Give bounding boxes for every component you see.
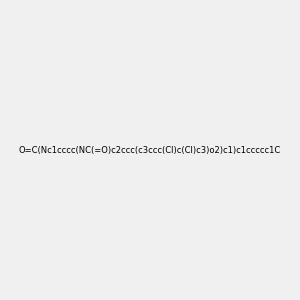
Text: O=C(Nc1cccc(NC(=O)c2ccc(c3ccc(Cl)c(Cl)c3)o2)c1)c1ccccc1C: O=C(Nc1cccc(NC(=O)c2ccc(c3ccc(Cl)c(Cl)c3… (19, 146, 281, 154)
